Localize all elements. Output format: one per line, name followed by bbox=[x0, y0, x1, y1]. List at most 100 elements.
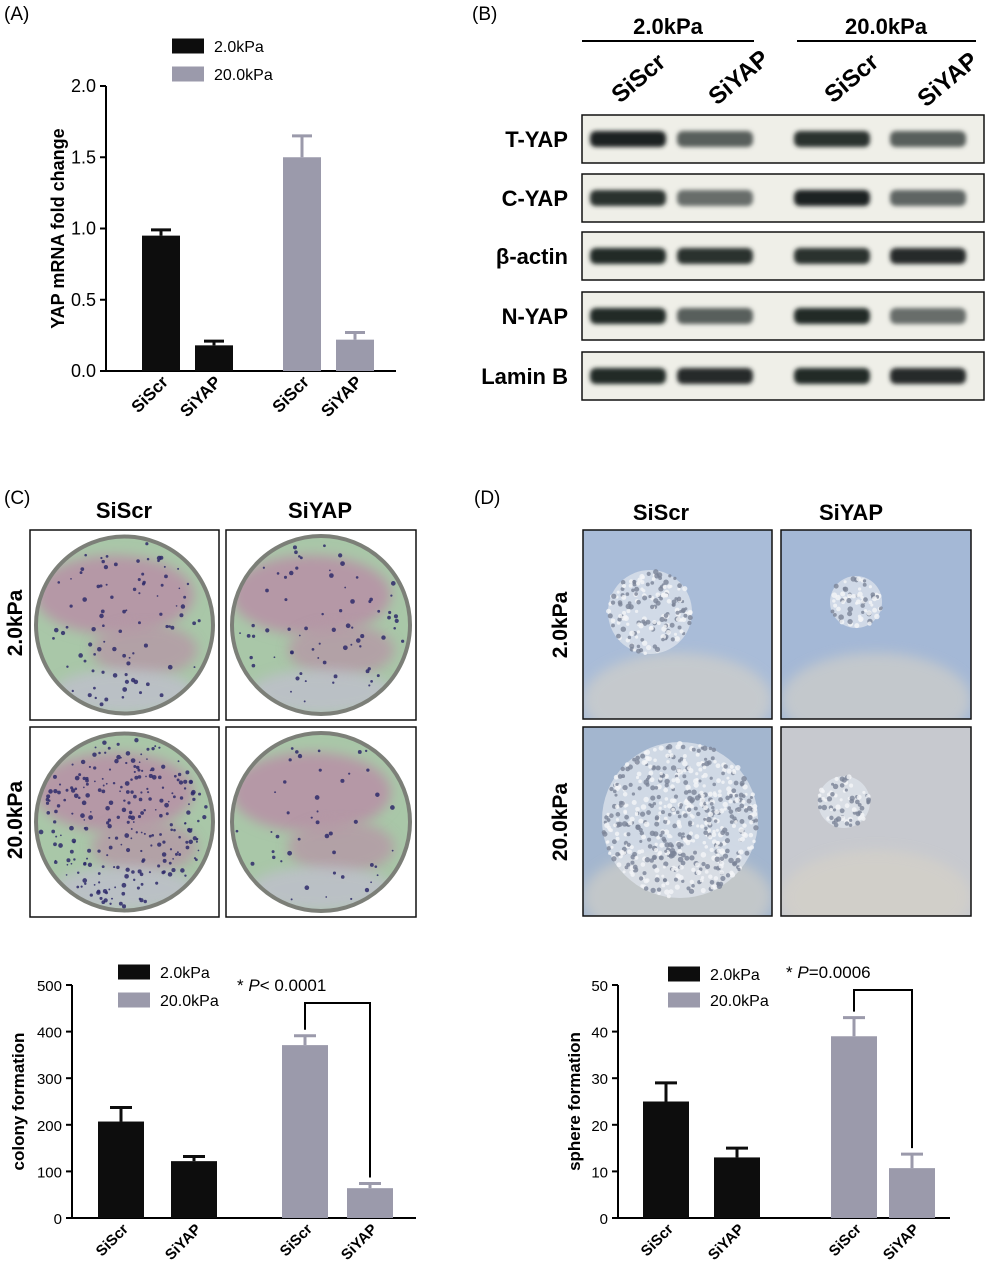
colony-dot bbox=[192, 836, 197, 841]
cell bbox=[632, 648, 636, 652]
cell bbox=[663, 819, 668, 824]
y-tick-label: 0.0 bbox=[71, 361, 96, 381]
y-tick-label: 20 bbox=[591, 1118, 608, 1135]
colony-dot bbox=[60, 630, 66, 636]
cell bbox=[663, 787, 669, 793]
col-label-siyap: SiYAP bbox=[819, 500, 883, 525]
cell bbox=[715, 841, 720, 846]
cell bbox=[709, 776, 713, 780]
colony-dot bbox=[141, 582, 146, 586]
cell bbox=[634, 609, 639, 614]
colony-dot bbox=[83, 819, 86, 821]
colony-dot bbox=[99, 896, 103, 900]
cell bbox=[638, 623, 644, 629]
cell bbox=[626, 842, 631, 847]
cell bbox=[649, 625, 654, 630]
cell bbox=[650, 887, 656, 894]
cell bbox=[638, 827, 643, 833]
colony-dot bbox=[295, 566, 299, 570]
stain-region bbox=[91, 820, 198, 874]
cell bbox=[708, 822, 712, 826]
cell bbox=[620, 580, 626, 585]
colony-dot bbox=[138, 621, 141, 625]
colony-dot bbox=[101, 865, 105, 869]
cell bbox=[654, 785, 659, 790]
cell bbox=[629, 816, 635, 822]
colony-dot bbox=[390, 594, 393, 597]
cell bbox=[627, 601, 632, 605]
colony-dot bbox=[130, 790, 134, 794]
cell bbox=[621, 821, 628, 827]
cell bbox=[748, 832, 754, 838]
colony-dot bbox=[103, 640, 106, 643]
cell bbox=[844, 803, 850, 809]
colony-dot bbox=[161, 786, 165, 789]
cell bbox=[668, 749, 672, 754]
colony-dot bbox=[381, 635, 386, 640]
y-tick-label: 400 bbox=[37, 1025, 62, 1042]
colony-dot bbox=[332, 681, 335, 684]
colony-dot bbox=[69, 825, 74, 831]
panel-label-c: (C) bbox=[4, 488, 30, 509]
cell bbox=[649, 858, 655, 863]
x-tick-label: SiYAP bbox=[317, 372, 365, 420]
cell bbox=[664, 783, 669, 788]
cell bbox=[650, 581, 655, 585]
colony-dot bbox=[148, 773, 153, 778]
colony-dot bbox=[168, 861, 172, 865]
y-tick-label: 500 bbox=[37, 978, 62, 995]
cell bbox=[615, 812, 621, 817]
colony-dot bbox=[345, 623, 351, 629]
cell bbox=[644, 857, 651, 863]
bar bbox=[336, 339, 374, 371]
cell bbox=[728, 809, 734, 814]
cell bbox=[640, 804, 647, 810]
colony-dot bbox=[79, 571, 83, 575]
cell bbox=[704, 869, 709, 874]
colony-dot bbox=[102, 740, 107, 745]
cell bbox=[861, 610, 865, 615]
colony-dot bbox=[143, 643, 148, 648]
cell bbox=[713, 876, 719, 881]
colony-dot bbox=[53, 627, 59, 633]
cell bbox=[709, 847, 714, 853]
cell bbox=[702, 840, 707, 845]
cell bbox=[606, 608, 612, 614]
cell bbox=[685, 840, 691, 846]
y-tick-label: 50 bbox=[591, 978, 608, 995]
colony-dot bbox=[116, 754, 121, 760]
colony-dot bbox=[96, 889, 101, 894]
cell bbox=[700, 852, 707, 858]
cell bbox=[834, 776, 839, 782]
colony-dot bbox=[91, 669, 95, 673]
colony-dot bbox=[299, 556, 303, 560]
cell bbox=[847, 606, 854, 612]
cell bbox=[696, 811, 701, 817]
colony-dot bbox=[288, 758, 292, 762]
colony-dot bbox=[130, 758, 136, 763]
cell bbox=[702, 772, 708, 778]
cell bbox=[829, 815, 834, 820]
cell bbox=[685, 784, 691, 791]
cell bbox=[857, 587, 862, 591]
colony-dot bbox=[140, 849, 143, 853]
colony-dot bbox=[294, 550, 298, 555]
colony-dot bbox=[151, 746, 155, 751]
colony-dot bbox=[70, 862, 73, 865]
cell bbox=[666, 894, 671, 899]
colony-dot bbox=[159, 833, 162, 836]
cell bbox=[625, 803, 629, 807]
cell bbox=[698, 779, 702, 783]
colony-dot bbox=[317, 657, 320, 659]
cell bbox=[681, 832, 685, 836]
cell bbox=[619, 849, 625, 856]
cell bbox=[613, 774, 619, 780]
cell bbox=[846, 598, 852, 604]
cell bbox=[721, 771, 725, 776]
cell bbox=[694, 862, 700, 868]
colony-dot bbox=[190, 828, 193, 830]
colony-plate bbox=[29, 529, 220, 721]
colony-dot bbox=[133, 770, 136, 774]
cell bbox=[648, 764, 653, 769]
panel-label-a: (A) bbox=[4, 4, 29, 25]
